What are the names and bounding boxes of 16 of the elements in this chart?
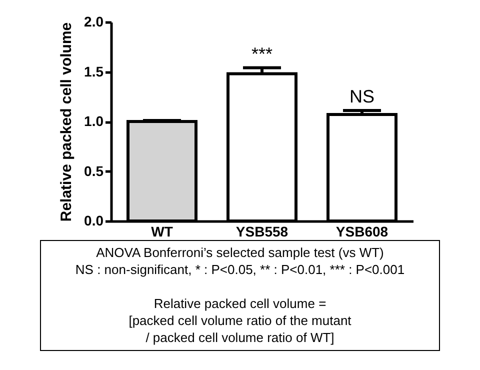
- annotation: NS: [349, 86, 375, 107]
- y-tick-label: 0.0: [84, 212, 104, 228]
- y-tick-label: 2.0: [84, 14, 104, 30]
- text: [packed cell volume ratio of the mutant: [128, 312, 352, 329]
- x-tick-label: WT: [151, 224, 174, 240]
- annotation: ***: [251, 44, 273, 64]
- y-tick-label: 0.5: [84, 162, 104, 179]
- x-tick-label: YSB608: [336, 224, 388, 240]
- text: ANOVA Bonferroni’s selected sample test (vs WT): [95, 244, 385, 261]
- text: Relative packed cell volume =: [152, 295, 328, 312]
- y-tick-label: 1.5: [84, 63, 104, 80]
- y-tick-label: 1.0: [84, 113, 104, 129]
- text: NS : non-significant, * : P<0.05, ** : P<0.01, *** : P<0.001: [74, 261, 406, 278]
- text: / packed cell volume ratio of WT]: [144, 329, 336, 346]
- x-tick-label: YSB558: [236, 224, 288, 240]
- y-axis-title: Relative packed cell volume: [58, 22, 76, 222]
